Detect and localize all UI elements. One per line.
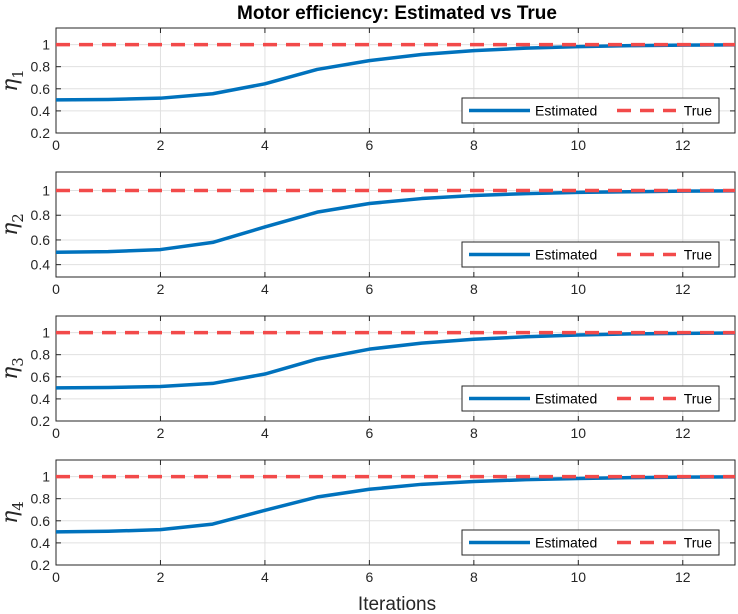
x-tick-label: 6 (365, 281, 373, 297)
subplot-3: 0 2 4 6 8 10 12 0.2 0.4 0.6 0.8 1 η3 Estimated True (0, 315, 736, 441)
y-tick-label: 0.8 (31, 207, 51, 223)
y-tick-label: 0.8 (31, 59, 51, 75)
x-tick-label: 6 (365, 425, 373, 441)
y-tick-label: 1 (42, 469, 50, 485)
legend-label-true: True (684, 391, 712, 407)
x-tick-label: 12 (675, 569, 691, 585)
y-axis-label: η3 (0, 357, 27, 380)
x-axis-label: Iterations (358, 594, 436, 614)
legend: Estimated True (461, 529, 720, 556)
y-tick-label: 1 (42, 325, 50, 341)
legend-label-estimated: Estimated (535, 247, 597, 263)
y-axis-label: η4 (0, 501, 27, 524)
x-tick-label: 0 (52, 569, 60, 585)
x-tick-label: 8 (470, 137, 478, 153)
y-tick-label: 0.4 (31, 391, 51, 407)
y-axis-label-symbol: η (0, 367, 23, 380)
y-tick-label: 0.2 (31, 557, 51, 573)
x-tick-label: 4 (261, 425, 269, 441)
x-tick-label: 8 (470, 281, 478, 297)
legend: Estimated True (461, 385, 720, 412)
y-tick-label: 1 (42, 37, 50, 53)
y-axis-label-subscript: 4 (9, 501, 27, 511)
y-tick-label: 0.8 (31, 347, 51, 363)
axes-box (55, 459, 736, 566)
axes-box (55, 315, 736, 422)
legend-label-true: True (684, 103, 712, 119)
y-tick-label: 1 (42, 183, 50, 199)
axes-box (55, 171, 736, 278)
y-tick-label: 0.4 (31, 257, 51, 273)
legend-label-true: True (684, 247, 712, 263)
x-tick-label: 2 (157, 137, 165, 153)
x-tick-label: 4 (261, 281, 269, 297)
y-axis-label: η2 (0, 213, 27, 236)
x-tick-label: 4 (261, 137, 269, 153)
y-axis-label-subscript: 3 (9, 357, 27, 367)
legend-box (461, 385, 720, 412)
x-tick-label: 10 (571, 281, 587, 297)
axes-box (55, 27, 736, 134)
legend-label-estimated: Estimated (535, 103, 597, 119)
legend: Estimated True (461, 241, 720, 268)
y-tick-label: 0.2 (31, 125, 51, 141)
legend: Estimated True (461, 97, 720, 124)
x-tick-label: 12 (675, 425, 691, 441)
y-axis-label-symbol: η (0, 223, 23, 236)
x-tick-label: 10 (571, 425, 587, 441)
x-tick-label: 2 (157, 425, 165, 441)
x-tick-label: 0 (52, 425, 60, 441)
y-tick-label: 0.6 (31, 81, 51, 97)
y-tick-label: 0.6 (31, 369, 51, 385)
x-tick-label: 2 (157, 281, 165, 297)
x-tick-label: 8 (470, 425, 478, 441)
x-tick-label: 2 (157, 569, 165, 585)
legend-label-true: True (684, 535, 712, 551)
y-axis-label-subscript: 1 (9, 69, 27, 79)
x-tick-label: 6 (365, 137, 373, 153)
x-tick-label: 10 (571, 569, 587, 585)
x-tick-label: 10 (571, 137, 587, 153)
x-tick-label: 6 (365, 569, 373, 585)
y-tick-label: 0.4 (31, 535, 51, 551)
x-tick-label: 0 (52, 281, 60, 297)
figure-title: Motor efficiency: Estimated vs True (237, 3, 557, 24)
x-tick-label: 0 (52, 137, 60, 153)
y-tick-label: 0.6 (31, 232, 51, 248)
y-tick-label: 0.8 (31, 491, 51, 507)
y-axis-label: η1 (0, 69, 27, 92)
y-tick-label: 0.4 (31, 103, 51, 119)
y-tick-label: 0.6 (31, 513, 51, 529)
x-tick-label: 12 (675, 137, 691, 153)
x-tick-label: 12 (675, 281, 691, 297)
y-tick-label: 0.2 (31, 413, 51, 429)
x-tick-label: 4 (261, 569, 269, 585)
x-tick-label: 8 (470, 569, 478, 585)
legend-label-estimated: Estimated (535, 535, 597, 551)
y-axis-label-subscript: 2 (9, 213, 27, 223)
legend-label-estimated: Estimated (535, 391, 597, 407)
y-axis-label-symbol: η (0, 511, 23, 524)
y-axis-label-symbol: η (0, 79, 23, 92)
